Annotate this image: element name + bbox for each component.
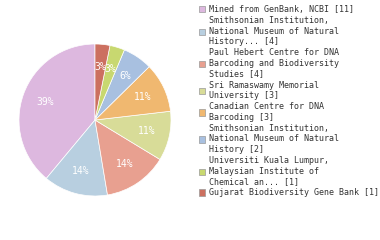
Wedge shape	[95, 111, 171, 159]
Text: 3%: 3%	[105, 64, 117, 74]
Text: 14%: 14%	[116, 159, 134, 169]
Text: 11%: 11%	[134, 92, 152, 102]
Text: 6%: 6%	[119, 71, 131, 81]
Text: 11%: 11%	[138, 126, 156, 136]
Wedge shape	[95, 67, 171, 120]
Wedge shape	[95, 120, 160, 195]
Wedge shape	[95, 44, 110, 120]
Wedge shape	[95, 50, 149, 120]
Legend: Mined from GenBank, NCBI [11], Smithsonian Institution,
National Museum of Natur: Mined from GenBank, NCBI [11], Smithsoni…	[198, 4, 380, 198]
Text: 39%: 39%	[36, 97, 54, 107]
Wedge shape	[95, 46, 124, 120]
Text: 3%: 3%	[94, 62, 106, 72]
Text: 14%: 14%	[72, 166, 90, 176]
Wedge shape	[46, 120, 108, 196]
Wedge shape	[19, 44, 95, 178]
